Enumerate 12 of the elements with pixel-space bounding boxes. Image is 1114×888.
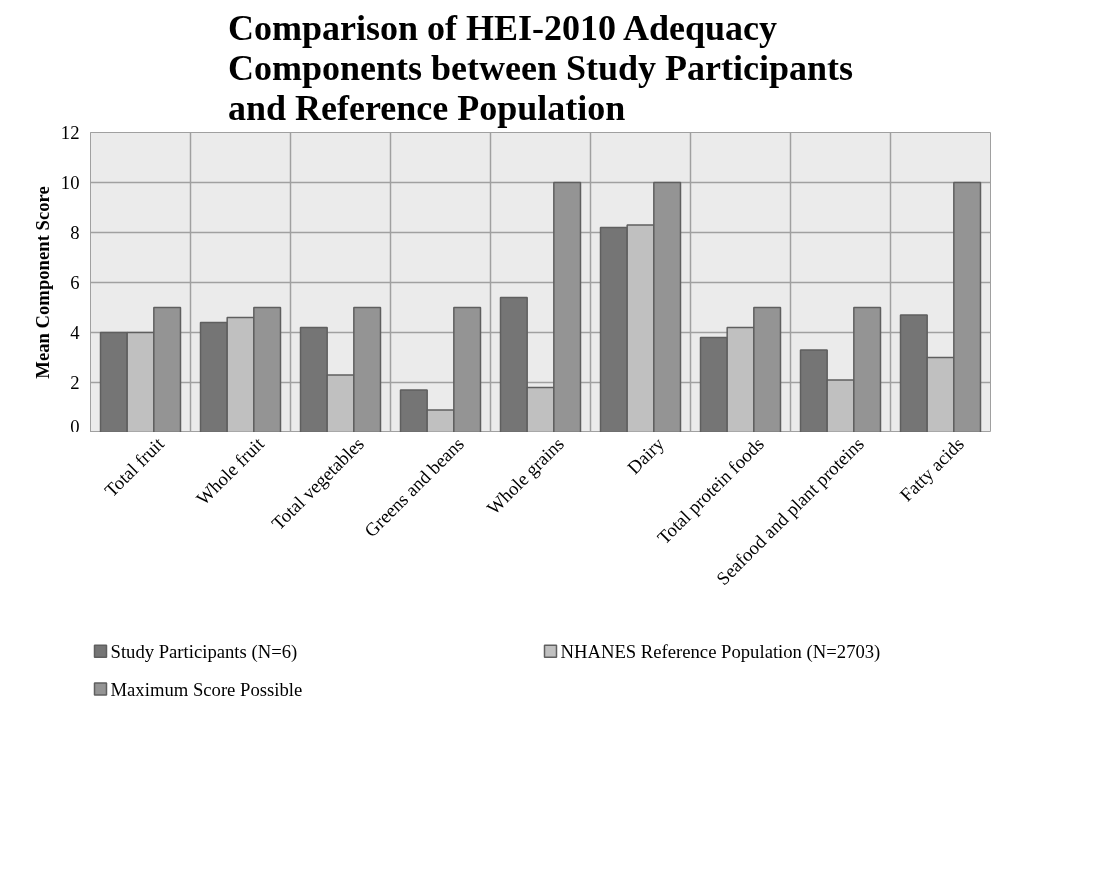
y-tick-label: 0 (70, 415, 80, 437)
chart-title: Comparison of HEI-2010 Adequacy Components between Study Participants and Reference Population (227, 7, 854, 128)
legend-label: Study Participants (N=6) (110, 640, 298, 663)
y-tick-label: 6 (70, 272, 80, 293)
y-tick-label: 4 (70, 322, 81, 343)
y-tick-label: 10 (60, 172, 80, 193)
y-tick-label: 8 (70, 222, 80, 243)
y-tick-label: 12 (60, 122, 80, 143)
legend-label: NHANES Reference Population (N=2703) (560, 640, 881, 663)
legend-label: Maximum Score Possible (110, 678, 303, 700)
y-tick-label: 2 (70, 372, 80, 393)
y-axis-title: Mean Component Score (31, 186, 53, 379)
